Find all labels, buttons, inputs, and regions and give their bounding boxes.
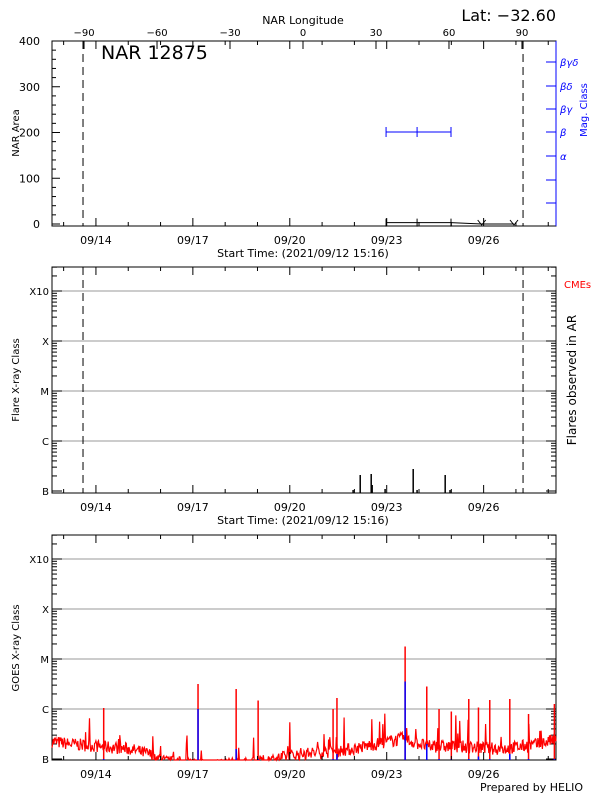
longitude-tick-label: 30 (370, 28, 383, 39)
nar-date-label: 09/23 (371, 234, 403, 247)
longitude-tick-label: 90 (516, 28, 529, 39)
flares-observed-axis-label: Flares observed in AR (565, 315, 579, 445)
longitude-tick-label: −90 (73, 28, 94, 39)
mag-class-axis-label: Mag. Class (579, 83, 590, 137)
goes-date-label: 09/17 (177, 768, 209, 781)
nar-area-tick-label: 300 (19, 81, 40, 94)
goes-date-label: 09/20 (274, 768, 306, 781)
mag-class-label: α (560, 152, 567, 163)
goes-class-label: M (40, 655, 49, 666)
flare-start-time-label: Start Time: (2021/09/12 15:16) (217, 514, 389, 527)
nar-date-label: 09/20 (274, 234, 306, 247)
mag-class-label: βγδ (559, 58, 578, 69)
goes-class-label: X10 (29, 555, 49, 566)
nar-area-tick-label: 0 (33, 218, 40, 231)
goes-class-label: X (42, 605, 49, 616)
flare-panel-frame (51, 266, 557, 494)
nar-area-tick-label: 200 (19, 127, 40, 140)
flare-class-label: X (42, 337, 49, 348)
longitude-tick-label: −60 (146, 28, 167, 39)
goes-class-label: B (42, 755, 49, 766)
mag-class-label: β (559, 128, 567, 139)
longitude-tick-label: 0 (300, 28, 306, 39)
longitude-axis-label: NAR Longitude (262, 14, 344, 27)
flare-date-label: 09/26 (468, 501, 500, 514)
goes-long-channel-line (51, 713, 557, 763)
flare-date-label: 09/23 (371, 501, 403, 514)
flare-date-label: 09/20 (274, 501, 306, 514)
goes-date-label: 09/14 (80, 768, 112, 781)
nar-date-label: 09/17 (177, 234, 209, 247)
longitude-tick-label: −30 (219, 28, 240, 39)
nar-area-axis-label: NAR Area (11, 109, 22, 156)
longitude-tick-label: 60 (443, 28, 456, 39)
nar-area-down-arrow (477, 219, 487, 226)
goes-class-axis-label: GOES X-ray Class (11, 604, 22, 691)
flare-class-label: M (40, 387, 49, 398)
mag-class-label: βδ (559, 82, 573, 93)
goes-panel-frame (51, 534, 557, 761)
nar-area-line (386, 222, 514, 225)
nar-title: NAR 12875 (101, 42, 208, 64)
nar-area-tick-label: 100 (19, 172, 40, 185)
nar-start-time-label: Start Time: (2021/09/12 15:16) (217, 247, 389, 260)
goes-class-label: C (42, 705, 49, 716)
prepared-by-footer: Prepared by HELIO (480, 781, 583, 794)
nar-area-down-arrow (509, 219, 519, 226)
nar-date-label: 09/26 (468, 234, 500, 247)
flare-class-label: C (42, 437, 49, 448)
flare-date-label: 09/14 (80, 501, 112, 514)
goes-date-label: 09/26 (468, 768, 500, 781)
flare-date-label: 09/17 (177, 501, 209, 514)
latitude-label: Lat: −32.60 (461, 6, 556, 25)
flare-class-label: X10 (29, 287, 49, 298)
flare-class-label: B (42, 487, 49, 498)
goes-date-label: 09/23 (371, 768, 403, 781)
flare-class-axis-label: Flare X-ray Class (11, 338, 22, 422)
nar-panel-frame (51, 40, 557, 227)
cme-label: CMEs (564, 280, 591, 291)
nar-area-tick-label: 400 (19, 35, 40, 48)
mag-class-label: βγ (559, 105, 573, 116)
nar-date-label: 09/14 (80, 234, 112, 247)
